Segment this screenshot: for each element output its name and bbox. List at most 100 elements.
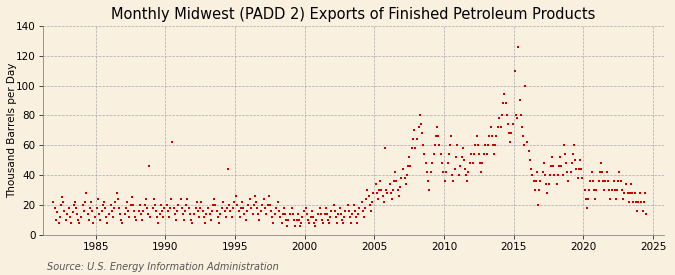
Point bbox=[458, 158, 469, 162]
Point bbox=[448, 179, 459, 183]
Point bbox=[74, 221, 85, 225]
Point bbox=[328, 203, 339, 207]
Point bbox=[621, 182, 632, 186]
Point bbox=[151, 208, 161, 213]
Point bbox=[92, 197, 103, 201]
Point bbox=[65, 214, 76, 219]
Point bbox=[398, 167, 409, 171]
Point bbox=[406, 146, 417, 150]
Point bbox=[641, 211, 651, 216]
Point bbox=[189, 211, 200, 216]
Point bbox=[225, 208, 236, 213]
Point bbox=[96, 208, 107, 213]
Point bbox=[209, 197, 219, 201]
Point bbox=[53, 221, 64, 225]
Point bbox=[79, 208, 90, 213]
Point bbox=[326, 208, 337, 213]
Point bbox=[499, 92, 510, 97]
Point bbox=[218, 200, 229, 204]
Point bbox=[447, 173, 458, 177]
Point bbox=[573, 167, 584, 171]
Point bbox=[602, 179, 613, 183]
Point bbox=[219, 208, 230, 213]
Point bbox=[585, 179, 596, 183]
Point bbox=[402, 173, 412, 177]
Point bbox=[518, 134, 529, 138]
Point bbox=[352, 221, 362, 225]
Point bbox=[455, 164, 466, 168]
Point bbox=[556, 164, 567, 168]
Point bbox=[566, 161, 577, 165]
Point bbox=[562, 170, 572, 174]
Point bbox=[261, 211, 272, 216]
Point bbox=[102, 221, 113, 225]
Point bbox=[361, 197, 372, 201]
Point bbox=[153, 221, 164, 225]
Point bbox=[129, 208, 140, 213]
Point bbox=[279, 211, 290, 216]
Point bbox=[167, 140, 178, 144]
Point bbox=[472, 143, 483, 147]
Point bbox=[279, 206, 290, 210]
Point bbox=[223, 167, 234, 171]
Point bbox=[419, 152, 430, 156]
Point bbox=[88, 221, 99, 225]
Point bbox=[589, 188, 599, 192]
Point bbox=[173, 203, 184, 207]
Point bbox=[527, 173, 538, 177]
Point bbox=[292, 211, 303, 216]
Point bbox=[315, 206, 325, 210]
Point bbox=[483, 143, 493, 147]
Point bbox=[375, 179, 385, 183]
Point bbox=[100, 206, 111, 210]
Point bbox=[516, 125, 527, 130]
Point bbox=[195, 206, 206, 210]
Point bbox=[569, 143, 580, 147]
Point bbox=[607, 188, 618, 192]
Point bbox=[332, 221, 343, 225]
Point bbox=[198, 214, 209, 219]
Y-axis label: Thousand Barrels per Day: Thousand Barrels per Day bbox=[7, 63, 17, 198]
Point bbox=[348, 203, 359, 207]
Point bbox=[329, 208, 340, 213]
Point bbox=[541, 182, 551, 186]
Point bbox=[583, 197, 593, 201]
Point bbox=[298, 208, 309, 213]
Point bbox=[340, 208, 351, 213]
Point bbox=[165, 206, 176, 210]
Point bbox=[103, 211, 114, 216]
Point bbox=[159, 206, 169, 210]
Point bbox=[256, 203, 267, 207]
Point bbox=[622, 191, 633, 195]
Point bbox=[440, 179, 451, 183]
Point bbox=[613, 179, 624, 183]
Point bbox=[632, 200, 643, 204]
Point bbox=[237, 200, 248, 204]
Point bbox=[390, 170, 401, 174]
Point bbox=[245, 197, 256, 201]
Point bbox=[521, 140, 532, 144]
Point bbox=[51, 218, 61, 222]
Point bbox=[262, 203, 273, 207]
Point bbox=[603, 188, 614, 192]
Point bbox=[316, 211, 327, 216]
Point bbox=[58, 200, 69, 204]
Point bbox=[429, 143, 440, 147]
Point bbox=[72, 211, 82, 216]
Point bbox=[395, 185, 406, 189]
Point bbox=[618, 197, 628, 201]
Point bbox=[428, 152, 439, 156]
Point bbox=[101, 214, 111, 219]
Point bbox=[295, 224, 306, 228]
Point bbox=[493, 116, 504, 120]
Point bbox=[407, 137, 418, 141]
Point bbox=[320, 206, 331, 210]
Point bbox=[366, 208, 377, 213]
Point bbox=[572, 176, 583, 180]
Point bbox=[80, 200, 90, 204]
Point bbox=[196, 200, 207, 204]
Point bbox=[200, 221, 211, 225]
Point bbox=[87, 208, 98, 213]
Point bbox=[208, 203, 219, 207]
Point bbox=[469, 152, 480, 156]
